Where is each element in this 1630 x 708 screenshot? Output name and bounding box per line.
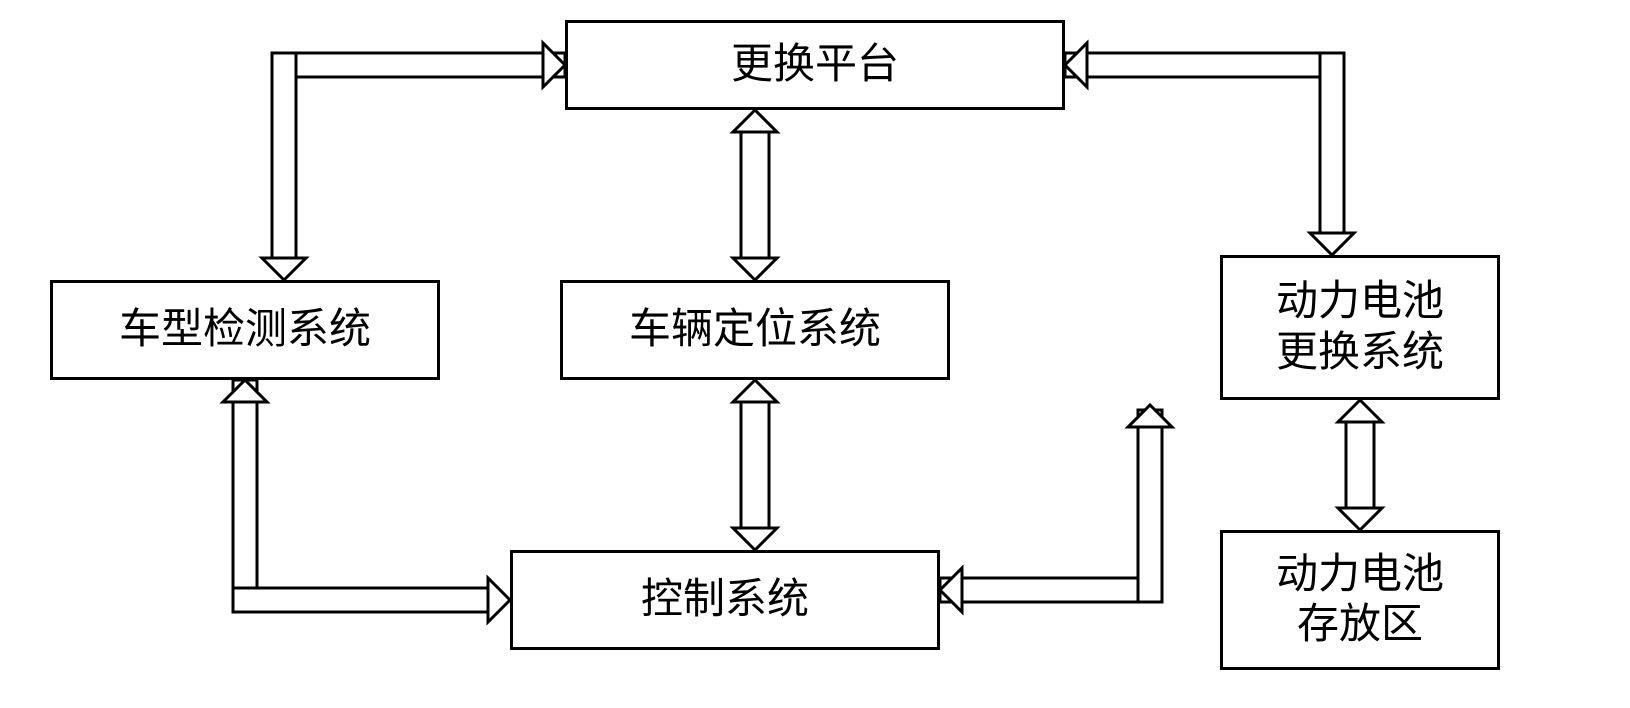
node-label: 更换平台: [731, 40, 899, 90]
node-replacement-platform: 更换平台: [565, 20, 1065, 110]
node-battery-storage: 动力电池存放区: [1220, 530, 1500, 670]
node-label: 动力电池更换系统: [1276, 277, 1444, 378]
node-label: 车辆定位系统: [629, 305, 881, 355]
node-label: 控制系统: [641, 575, 809, 625]
node-label: 动力电池存放区: [1276, 550, 1444, 651]
node-vehicle-model-detection: 车型检测系统: [50, 280, 440, 380]
node-battery-replacement: 动力电池更换系统: [1220, 255, 1500, 400]
node-control-system: 控制系统: [510, 550, 940, 650]
node-vehicle-positioning: 车辆定位系统: [560, 280, 950, 380]
node-label: 车型检测系统: [119, 305, 371, 355]
